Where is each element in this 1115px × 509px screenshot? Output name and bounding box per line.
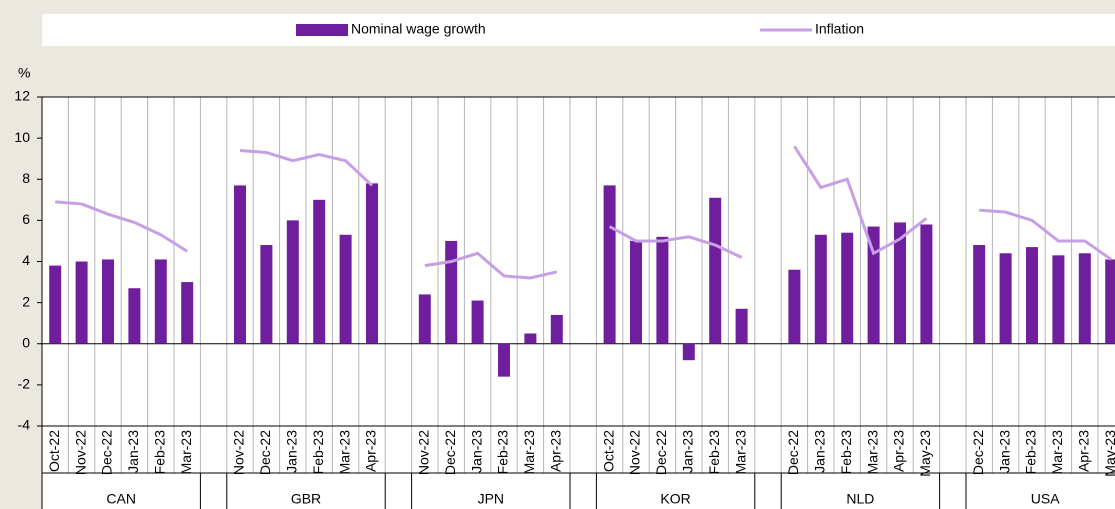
y-tick-label: 12 — [14, 88, 30, 104]
x-tick-label: Apr-23 — [363, 430, 379, 472]
bar — [498, 343, 510, 377]
bar — [814, 234, 827, 344]
x-tick-label: Feb-23 — [838, 430, 854, 475]
x-tick-label: Feb-23 — [495, 430, 511, 475]
y-tick-label: 4 — [22, 252, 30, 268]
x-tick-label: Dec-22 — [785, 430, 801, 475]
x-tick-label: Oct-22 — [46, 430, 62, 472]
bar — [709, 197, 722, 344]
legend-label: Nominal wage growth — [351, 21, 486, 37]
x-tick-label: Dec-22 — [257, 430, 273, 475]
bar — [1105, 259, 1115, 344]
bar — [630, 240, 642, 344]
x-tick-label: May-23 — [917, 430, 933, 477]
bar — [286, 220, 299, 344]
x-tick-label: Mar-23 — [336, 430, 352, 475]
bar — [603, 185, 616, 344]
x-tick-label: Feb-23 — [310, 430, 326, 475]
bar — [49, 265, 62, 344]
y-tick-label: 8 — [22, 170, 30, 186]
x-tick-label: Dec-22 — [99, 430, 115, 475]
x-tick-label: Jan-23 — [284, 430, 300, 473]
x-tick-label: Feb-23 — [706, 430, 722, 475]
bar — [445, 240, 458, 344]
x-tick-label: Jan-23 — [468, 430, 484, 473]
x-tick-label: Apr-23 — [548, 430, 564, 472]
bar — [260, 245, 273, 344]
x-tick-label: Mar-23 — [178, 430, 194, 475]
y-tick-label: -2 — [18, 376, 31, 392]
x-tick-label: Jan-23 — [996, 430, 1012, 473]
x-tick-label: Nov-22 — [231, 430, 247, 475]
x-tick-label: Mar-23 — [1049, 430, 1065, 475]
legend-box — [42, 14, 1115, 46]
x-tick-label: Mar-23 — [864, 430, 880, 475]
x-tick-label: Nov-22 — [72, 430, 88, 475]
bar — [524, 333, 537, 344]
x-tick-label: Apr-23 — [1076, 430, 1092, 472]
bar — [788, 269, 801, 344]
x-tick-label: Feb-23 — [152, 430, 168, 475]
legend-label: Inflation — [815, 21, 864, 37]
bar — [102, 259, 114, 344]
bar — [1078, 253, 1091, 344]
x-tick-label: Feb-23 — [1023, 430, 1039, 475]
bar — [735, 308, 748, 344]
bar — [339, 234, 352, 344]
group-label: CAN — [106, 491, 136, 507]
bar — [867, 226, 880, 344]
x-tick-label: Mar-23 — [732, 430, 748, 475]
bar — [550, 314, 563, 344]
bar — [682, 343, 695, 361]
y-tick-label: 10 — [14, 129, 30, 145]
x-tick-label: Apr-23 — [891, 430, 907, 472]
bar — [1026, 247, 1038, 344]
group-label: JPN — [478, 491, 504, 507]
y-axis-label: % — [18, 65, 30, 81]
x-tick-label: Nov-22 — [416, 430, 432, 475]
bar — [999, 253, 1012, 344]
x-tick-label: Jan-23 — [812, 430, 828, 473]
line — [55, 145, 1113, 280]
bar — [894, 222, 906, 344]
x-tick-label: May-23 — [1102, 430, 1115, 477]
bar — [234, 185, 246, 344]
bar — [973, 245, 986, 344]
bar — [313, 199, 326, 344]
y-tick-label: -4 — [18, 417, 31, 433]
y-tick-label: 2 — [22, 293, 30, 309]
bar — [181, 282, 194, 344]
bar — [75, 261, 88, 344]
x-tick-label: Mar-23 — [521, 430, 537, 475]
group-label: NLD — [846, 491, 874, 507]
bar — [418, 294, 431, 344]
bar — [656, 236, 669, 344]
y-tick-label: 6 — [22, 211, 30, 227]
bar — [841, 232, 854, 344]
bar — [471, 300, 484, 344]
legend-swatch — [296, 24, 348, 36]
x-tick-label: Jan-23 — [680, 430, 696, 473]
x-tick-label: Dec-22 — [653, 430, 669, 475]
x-tick-label: Dec-22 — [970, 430, 986, 475]
bar — [128, 288, 141, 344]
group-label: GBR — [291, 491, 321, 507]
x-tick-label: Nov-22 — [627, 430, 643, 475]
bar — [920, 224, 933, 344]
bar — [154, 259, 167, 344]
x-tick-label: Dec-22 — [442, 430, 458, 475]
group-label: USA — [1031, 491, 1060, 507]
x-tick-label: Oct-22 — [600, 430, 616, 472]
bar — [366, 183, 378, 344]
plot-area — [42, 97, 1115, 509]
group-label: KOR — [660, 491, 690, 507]
y-tick-label: 0 — [22, 334, 30, 350]
x-tick-label: Jan-23 — [125, 430, 141, 473]
bar — [1052, 255, 1065, 344]
